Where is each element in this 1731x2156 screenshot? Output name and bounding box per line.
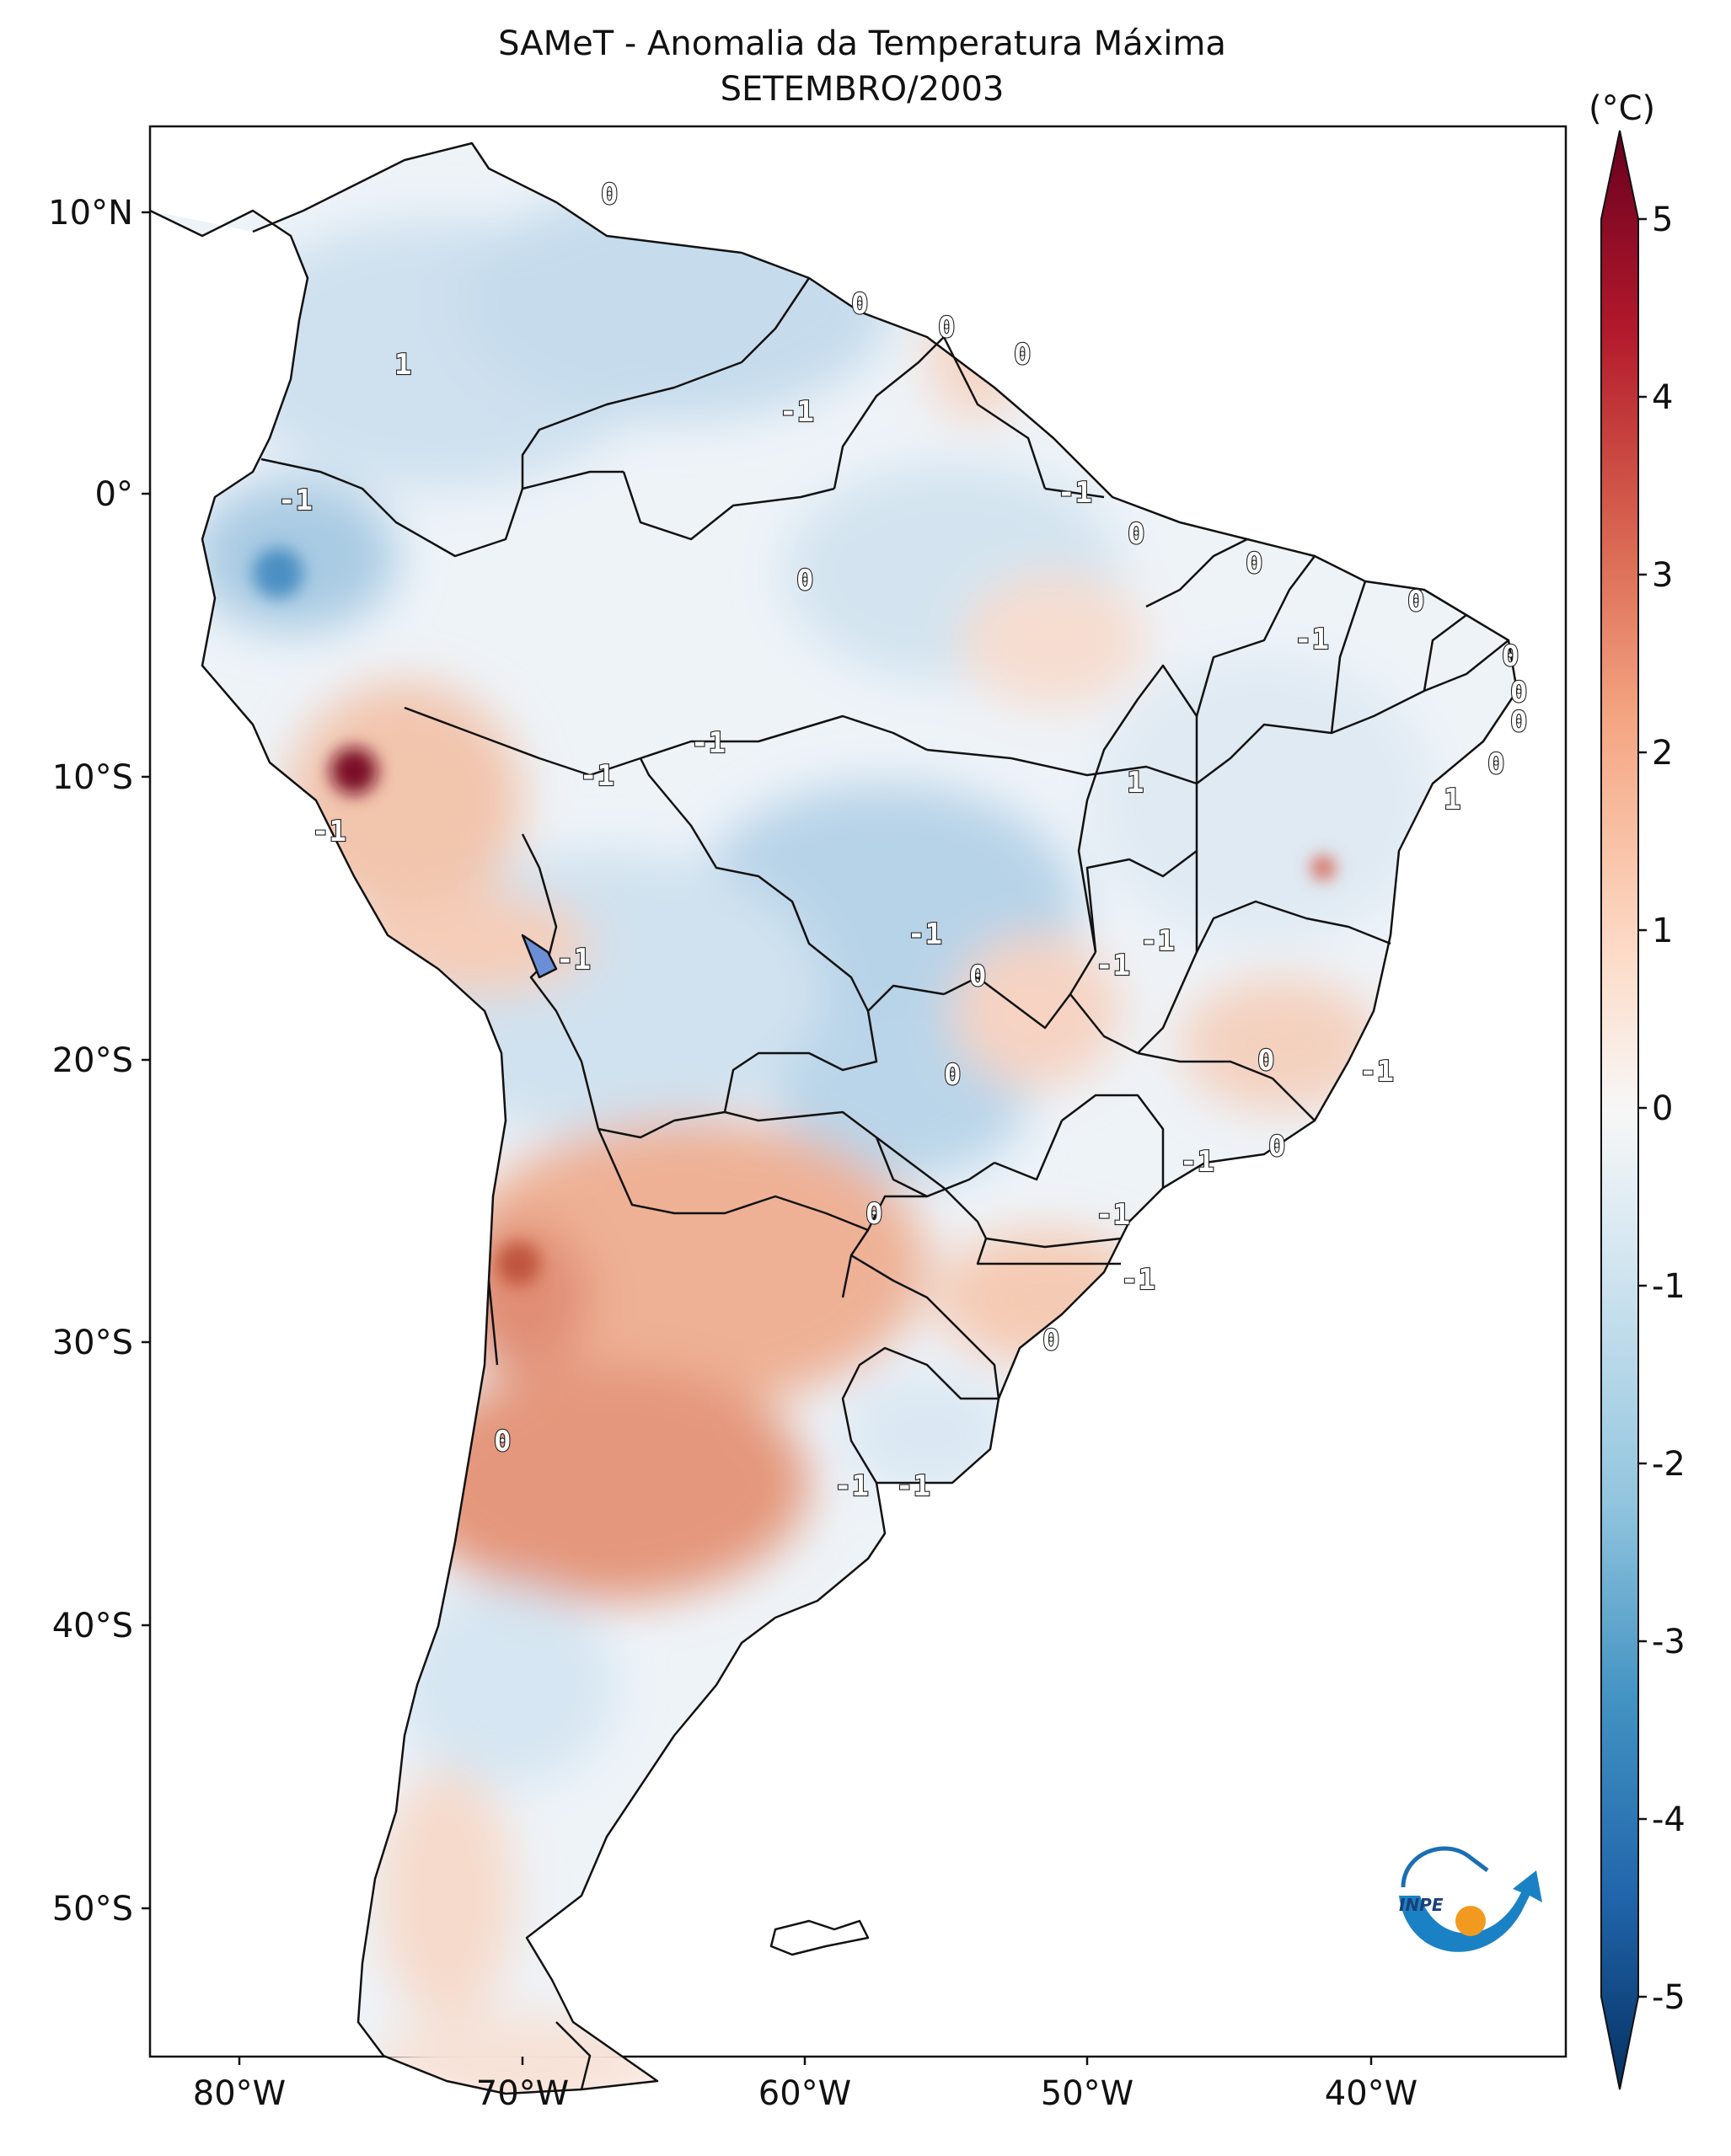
colorbar: 5 4 3 2 1 0 -1 -2 -3 -4 -5 — [1600, 130, 1685, 2090]
contour-label: 0 — [1510, 705, 1527, 739]
colorbar-tick-label: 5 — [1652, 201, 1673, 239]
inpe-logo: INPE — [1399, 1846, 1542, 1952]
country-borders — [149, 142, 1519, 2095]
colorbar-tick-label: -2 — [1652, 1445, 1685, 1484]
lat-tick-label: 20°S — [52, 1041, 133, 1080]
contour-label: 0 — [1246, 547, 1262, 580]
lat-axis: 10°N 0° 10°S 20°S 30°S 40°S 50°S — [48, 194, 150, 1929]
colorbar-tick-label: 0 — [1652, 1089, 1673, 1128]
lat-tick-label: 50°S — [52, 1890, 133, 1929]
colorbar-tick-label: -3 — [1652, 1623, 1685, 1661]
contour-label: -1 — [896, 1469, 930, 1503]
contour-label: -1 — [556, 943, 591, 976]
contour-label: 0 — [1510, 676, 1527, 709]
contour-label: -1 — [834, 1469, 869, 1503]
colorbar-unit: (°C) — [1589, 89, 1656, 128]
contour-label: 0 — [1268, 1130, 1285, 1164]
contour-label: 0 — [1042, 1324, 1059, 1357]
contour-label: 0 — [866, 1197, 882, 1231]
contour-label: -1 — [312, 815, 346, 848]
lon-tick-label: 50°W — [1041, 2074, 1133, 2113]
lon-tick-label: 60°W — [758, 2074, 851, 2113]
contour-label: 1 — [394, 348, 411, 382]
lat-tick-label: 10°N — [48, 194, 133, 233]
contour-label: -1 — [780, 395, 814, 429]
colorbar-tick-label: 1 — [1652, 912, 1673, 950]
colorbar-tick-label: -5 — [1652, 1978, 1685, 2017]
lon-tick-label: 40°W — [1325, 2074, 1417, 2113]
contour-label: 0 — [1502, 639, 1519, 673]
lat-tick-label: 10°S — [52, 758, 133, 797]
colorbar-tick-label: 4 — [1652, 378, 1673, 417]
contour-label: 0 — [796, 564, 813, 597]
lon-axis: 80°W 70°W 60°W 50°W 40°W — [193, 2057, 1417, 2113]
colorbar-tick-label: 3 — [1652, 556, 1673, 595]
contour-label: 0 — [494, 1425, 511, 1458]
contour-label: -1 — [1294, 623, 1329, 656]
contour-label: 0 — [969, 960, 986, 993]
contour-label: -1 — [1140, 924, 1175, 958]
lat-tick-label: 30°S — [52, 1324, 133, 1362]
logo-text: INPE — [1399, 1895, 1444, 1915]
contour-label: -1 — [278, 484, 313, 517]
lat-tick-label: 40°S — [52, 1607, 133, 1645]
contour-label: 1 — [1127, 766, 1144, 800]
contour-label: 0 — [1257, 1044, 1274, 1078]
contour-label: 0 — [1407, 585, 1424, 618]
contour-label: 0 — [1487, 747, 1504, 781]
lat-tick-label: 0° — [95, 475, 133, 514]
contour-label: -1 — [1180, 1145, 1214, 1179]
map-title: SAMeT - Anomalia da Temperatura Máxima — [498, 24, 1226, 63]
contour-label: -1 — [1359, 1055, 1394, 1089]
colorbar-tick-label: 2 — [1652, 734, 1673, 773]
colorbar-ticks: 5 4 3 2 1 0 -1 -2 -3 -4 -5 — [1638, 201, 1685, 2017]
contour-label: -1 — [1096, 1198, 1130, 1232]
contour-label: -1 — [691, 726, 726, 760]
contour-label: 0 — [938, 311, 955, 345]
contour-label: -1 — [908, 918, 942, 951]
contour-label: 0 — [601, 178, 618, 211]
contour-label: 0 — [1014, 338, 1031, 372]
contour-label: 0 — [944, 1058, 961, 1092]
colorbar-tick-label: -1 — [1652, 1267, 1685, 1306]
map-subtitle: SETEMBRO/2003 — [720, 70, 1005, 109]
lon-tick-label: 70°W — [476, 2074, 569, 2113]
contour-labels: 0 0 0 0 1 -1 -1 -1 0 0 0 -1 0 0 0 0 -1 -… — [277, 177, 1529, 1504]
contour-label: -1 — [580, 759, 614, 793]
contour-label: -1 — [1096, 949, 1130, 982]
colorbar-tick-label: -4 — [1652, 1800, 1685, 1839]
contour-label: 0 — [1128, 517, 1144, 551]
contour-label: -1 — [1058, 476, 1092, 510]
contour-label: -1 — [1121, 1263, 1155, 1297]
contour-label: 0 — [851, 287, 868, 321]
lon-tick-label: 80°W — [193, 2074, 286, 2113]
contour-label: 1 — [1444, 783, 1460, 816]
